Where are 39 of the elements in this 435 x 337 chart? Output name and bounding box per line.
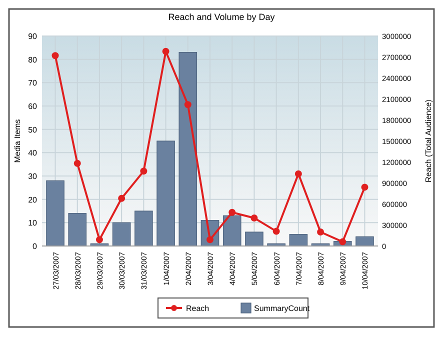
point	[184, 101, 192, 108]
y-axis-title: Media Items	[13, 119, 22, 163]
point	[74, 160, 81, 167]
bar	[68, 213, 87, 246]
y-tick-label: 10	[28, 218, 38, 228]
y-tick-label: 20	[28, 195, 38, 204]
point	[361, 184, 368, 191]
point	[118, 194, 126, 202]
y-tick-label: 30	[28, 172, 38, 181]
point	[140, 168, 148, 175]
point	[272, 228, 280, 235]
y-tick-label: 40	[28, 148, 38, 158]
bar	[46, 180, 64, 246]
point	[317, 228, 324, 236]
y-tick-label: 60	[28, 102, 38, 111]
bar	[245, 232, 264, 246]
bar	[356, 236, 374, 246]
point	[96, 236, 103, 244]
y2-axis-title: Reach (Total Audience)	[424, 99, 433, 182]
y-tick-label: 80	[28, 55, 38, 64]
y-tick-label: 90	[28, 32, 38, 41]
chart-title: Reach and Volume by Day	[168, 12, 276, 22]
point	[250, 214, 258, 222]
bar	[178, 52, 198, 246]
point	[206, 236, 214, 244]
y-tick-label: 50	[28, 125, 38, 134]
bar	[222, 215, 242, 246]
bar	[112, 222, 131, 246]
bar	[134, 210, 153, 246]
bar	[156, 140, 175, 246]
y-tick-label: 70	[28, 78, 38, 88]
legend-label: Reach	[186, 304, 210, 313]
point	[294, 170, 302, 178]
bar	[289, 234, 308, 246]
point	[339, 238, 346, 246]
point	[52, 52, 59, 60]
y-tick-label: 0	[32, 242, 38, 251]
point	[162, 48, 170, 55]
point	[228, 208, 236, 216]
